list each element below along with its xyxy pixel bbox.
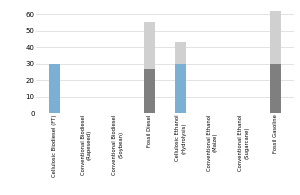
Bar [144,69,155,113]
Bar [144,22,155,69]
Bar [50,64,60,113]
Bar [175,42,186,64]
Bar [175,64,186,113]
Bar [270,64,280,113]
Bar [270,11,280,64]
